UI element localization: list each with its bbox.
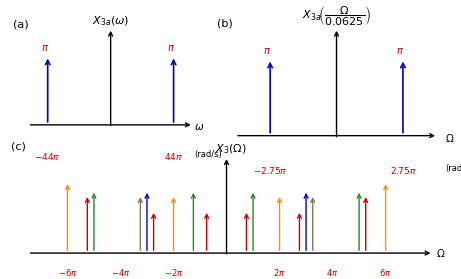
Text: $-4\pi$: $-4\pi$ (111, 267, 130, 278)
Title: $X_{3a}\!\left(\dfrac{\Omega}{0.0625}\right)$: $X_{3a}\!\left(\dfrac{\Omega}{0.0625}\ri… (302, 4, 371, 28)
Text: $\pi$: $\pi$ (167, 43, 175, 53)
Text: (c): (c) (12, 141, 26, 151)
Text: (b): (b) (217, 19, 233, 29)
Text: $-44\pi$: $-44\pi$ (35, 151, 61, 162)
Text: (rad): (rad) (445, 164, 461, 173)
Text: $\Omega$: $\Omega$ (445, 132, 455, 144)
Text: $2\pi$: $2\pi$ (273, 267, 286, 278)
Text: $\pi$: $\pi$ (41, 43, 49, 53)
Text: $6\pi$: $6\pi$ (379, 267, 392, 278)
Text: (rad/s): (rad/s) (194, 150, 222, 159)
Text: $-2\pi$: $-2\pi$ (164, 267, 183, 278)
Text: $\pi$: $\pi$ (263, 45, 271, 56)
Text: $\pi$: $\pi$ (396, 45, 404, 56)
Text: $\Omega$: $\Omega$ (436, 247, 445, 259)
Text: $-6\pi$: $-6\pi$ (58, 267, 77, 278)
Text: $-2.75\pi$: $-2.75\pi$ (253, 165, 287, 176)
Title: $X_{3a}(\omega)$: $X_{3a}(\omega)$ (92, 14, 129, 28)
Text: $4\pi$: $4\pi$ (326, 267, 339, 278)
Text: $2.75\pi$: $2.75\pi$ (390, 165, 416, 176)
Text: $44\pi$: $44\pi$ (164, 151, 183, 162)
Text: (a): (a) (13, 20, 28, 30)
Title: $X_3(\Omega)$: $X_3(\Omega)$ (215, 142, 246, 156)
Text: $\omega$: $\omega$ (194, 122, 204, 132)
